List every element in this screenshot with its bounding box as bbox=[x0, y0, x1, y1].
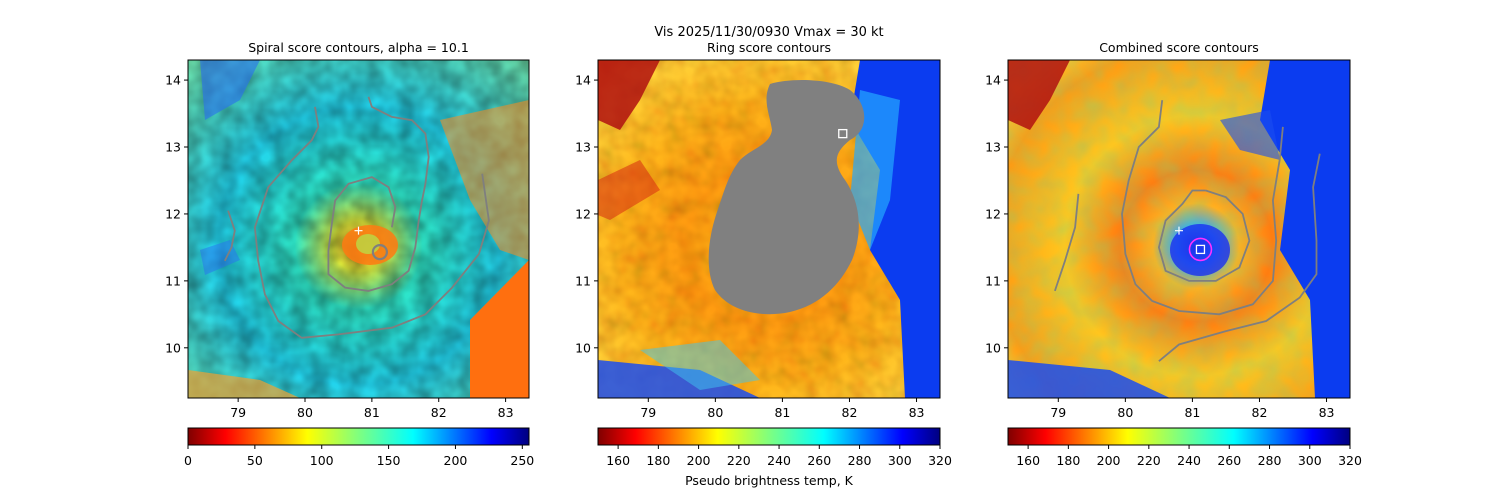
x-tick-label: 82 bbox=[842, 405, 858, 420]
colorbar-tick-label: 100 bbox=[310, 453, 334, 468]
colorbar-tick-label: 180 bbox=[1056, 453, 1080, 468]
colorbar-label: Pseudo brightness temp, K bbox=[685, 473, 854, 488]
colorbar-tick-label: 240 bbox=[767, 453, 791, 468]
plus-marker bbox=[354, 226, 363, 235]
colorbar-combined: 160 180 200 220 240 260 280 300 320 bbox=[1007, 427, 1362, 468]
square-marker bbox=[1195, 244, 1206, 255]
y-tick-label: 11 bbox=[575, 273, 591, 288]
y-tick-label: 11 bbox=[165, 273, 181, 288]
panel-combined: Combined score contours 79 80 81 82 83 10 11 12… bbox=[985, 40, 1351, 420]
figure-suptitle: Vis 2025/11/30/0930 Vmax = 30 kt bbox=[654, 25, 883, 40]
x-tick-label: 80 bbox=[707, 405, 723, 420]
colorbar-tick-label: 220 bbox=[1137, 453, 1161, 468]
colorbar-tick-label: 50 bbox=[247, 453, 263, 468]
panel-title: Combined score contours bbox=[1099, 40, 1259, 55]
colorbar-spiral: 0 50 100 150 200 250 bbox=[184, 427, 534, 468]
contour-line bbox=[253, 106, 490, 339]
marker-layer bbox=[838, 128, 848, 139]
contour-line bbox=[223, 210, 236, 262]
y-tick-label: 13 bbox=[575, 140, 591, 155]
colorbar-tick-label: 200 bbox=[444, 453, 468, 468]
y-tick-label: 14 bbox=[165, 73, 181, 88]
circle-marker bbox=[371, 243, 388, 261]
axes-frame bbox=[597, 59, 941, 399]
y-tick-label: 14 bbox=[575, 73, 591, 88]
colorbar-tick-label: 220 bbox=[727, 453, 751, 468]
y-tick-label: 10 bbox=[575, 340, 591, 355]
panel-spiral: Spiral score contours, alpha = 10.1 79 80… bbox=[165, 40, 530, 420]
colorbar-tick-label: 260 bbox=[1217, 453, 1241, 468]
colorbar-ring: 160 180 200 220 240 260 280 300 320 Pseudo brigh… bbox=[597, 427, 952, 488]
panel-ring: Ring score contours 79 80 81 82 83 10 11 12 13 14 bbox=[575, 40, 941, 420]
x-tick-label: 82 bbox=[1252, 405, 1268, 420]
colorbar-tick-label: 200 bbox=[687, 453, 711, 468]
x-tick-label: 81 bbox=[774, 405, 790, 420]
marker-layer bbox=[354, 226, 388, 261]
x-tick-label: 83 bbox=[1319, 405, 1335, 420]
heatmap-image bbox=[598, 60, 940, 398]
axes-frame bbox=[187, 59, 530, 399]
contour-line bbox=[1158, 153, 1321, 362]
circle-marker bbox=[1188, 237, 1213, 262]
colorbar-tick-label: 320 bbox=[928, 453, 952, 468]
y-tick-label: 10 bbox=[165, 340, 181, 355]
colorbar-tick-label: 160 bbox=[1016, 453, 1040, 468]
colorbar-gradient bbox=[1007, 427, 1351, 446]
colorbar-tick-label: 320 bbox=[1338, 453, 1362, 468]
contour-line bbox=[1157, 189, 1251, 282]
colorbar-ticks: 160 180 200 220 240 260 280 300 320 bbox=[1016, 445, 1362, 468]
x-tick-label: 83 bbox=[498, 405, 514, 420]
colorbar-tick-label: 0 bbox=[184, 453, 192, 468]
x-tick-label: 80 bbox=[1117, 405, 1133, 420]
colorbar-tick-label: 300 bbox=[888, 453, 912, 468]
colorbar-tick-label: 200 bbox=[1097, 453, 1121, 468]
contour-lines bbox=[1054, 100, 1321, 362]
x-tick-label: 80 bbox=[297, 405, 313, 420]
colorbar-tick-label: 280 bbox=[848, 453, 872, 468]
x-tick-label: 82 bbox=[431, 405, 447, 420]
plus-marker bbox=[1175, 226, 1183, 235]
y-tick-label: 12 bbox=[165, 206, 181, 221]
x-tick-label: 79 bbox=[640, 405, 656, 420]
y-tick-label: 13 bbox=[165, 140, 181, 155]
colorbar-ticks: 0 50 100 150 200 250 bbox=[184, 445, 534, 468]
panel-title: Ring score contours bbox=[707, 40, 831, 55]
x-tick-label: 83 bbox=[909, 405, 925, 420]
x-tick-label: 81 bbox=[1184, 405, 1200, 420]
axes-frame bbox=[1007, 59, 1351, 399]
colorbar-gradient bbox=[597, 427, 941, 446]
y-tick-label: 12 bbox=[575, 206, 591, 221]
contour-lines bbox=[223, 96, 490, 339]
colorbar-tick-label: 280 bbox=[1258, 453, 1282, 468]
colorbar-gradient bbox=[187, 427, 530, 446]
panel-title: Spiral score contours, alpha = 10.1 bbox=[248, 40, 469, 55]
marker-layer bbox=[1175, 226, 1213, 262]
axis-ticks: 79 80 81 82 83 10 11 12 13 14 bbox=[165, 73, 513, 420]
colorbar-tick-label: 250 bbox=[510, 453, 534, 468]
contour-line bbox=[1054, 193, 1080, 292]
colorbar-tick-label: 150 bbox=[377, 453, 401, 468]
colorbar-tick-label: 300 bbox=[1298, 453, 1322, 468]
colorbar-tick-label: 180 bbox=[646, 453, 670, 468]
y-tick-label: 12 bbox=[985, 206, 1001, 221]
heatmap-image bbox=[1008, 60, 1350, 398]
square-marker bbox=[838, 128, 848, 139]
mask-region bbox=[708, 80, 865, 315]
colorbar-tick-label: 160 bbox=[606, 453, 630, 468]
colorbar-tick-label: 260 bbox=[807, 453, 831, 468]
y-tick-label: 10 bbox=[985, 340, 1001, 355]
contour-line bbox=[1121, 100, 1284, 316]
y-tick-label: 13 bbox=[985, 140, 1001, 155]
colorbar-ticks: 160 180 200 220 240 260 280 300 320 bbox=[606, 445, 952, 468]
y-tick-label: 14 bbox=[985, 73, 1001, 88]
x-tick-label: 81 bbox=[364, 405, 380, 420]
x-tick-label: 79 bbox=[1050, 405, 1066, 420]
contour-line bbox=[327, 96, 430, 292]
axis-ticks: 79 80 81 82 83 10 11 12 13 14 bbox=[985, 73, 1334, 420]
x-tick-label: 79 bbox=[230, 405, 246, 420]
axis-ticks: 79 80 81 82 83 10 11 12 13 14 bbox=[575, 73, 924, 420]
colorbar-tick-label: 240 bbox=[1177, 453, 1201, 468]
y-tick-label: 11 bbox=[985, 273, 1001, 288]
